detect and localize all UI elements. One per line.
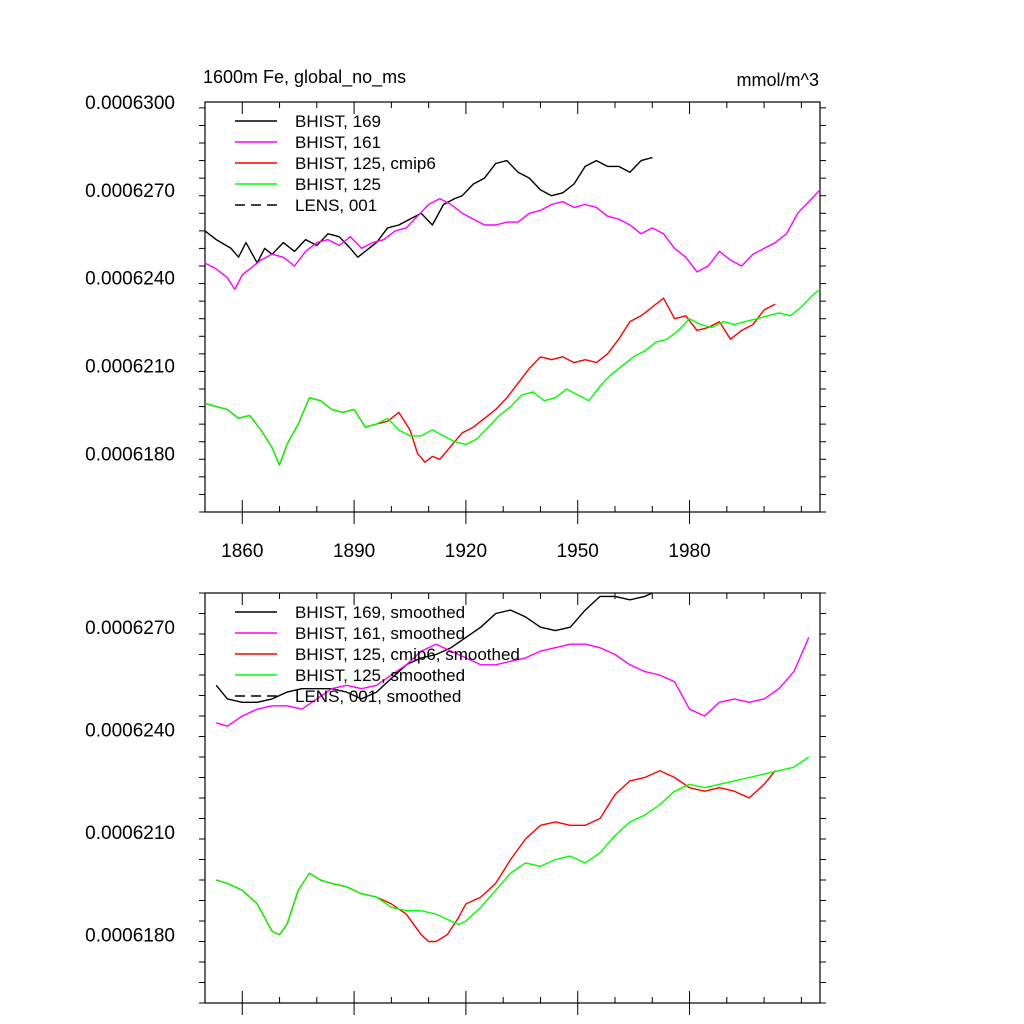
top-series-lines bbox=[204, 156, 821, 466]
series-line bbox=[215, 756, 810, 936]
y-tick-label: 0.0006180 bbox=[85, 444, 175, 465]
legend-label: LENS, 001, smoothed bbox=[295, 687, 461, 706]
x-tick-label: 1980 bbox=[668, 541, 710, 562]
legend-label: LENS, 001 bbox=[295, 196, 377, 215]
legend-label: BHIST, 125 bbox=[295, 175, 381, 194]
series-line bbox=[204, 288, 821, 466]
legend-label: BHIST, 169, smoothed bbox=[295, 603, 465, 622]
top-axes: 1860 1890 1920 1950 1980 0.0006180 0.0006210 0.… bbox=[85, 93, 826, 562]
x-tick-label: 1950 bbox=[557, 541, 599, 562]
legend-label: BHIST, 125, cmip6, smoothed bbox=[295, 645, 520, 664]
bottom-panel: 0.0006180 0.0006210 0.0006240 0.0006270 BHI… bbox=[85, 592, 826, 1015]
legend-label: BHIST, 161, smoothed bbox=[295, 624, 465, 643]
series-line bbox=[215, 770, 776, 943]
top-panel: 1600m Fe, global_no_ms mmol/m^3 1860 1890… bbox=[85, 67, 826, 562]
x-tick-label: 1890 bbox=[333, 541, 375, 562]
legend-label: BHIST, 125, cmip6 bbox=[295, 154, 436, 173]
series-line bbox=[204, 156, 653, 264]
y-tick-label: 0.0006270 bbox=[85, 618, 175, 639]
series-line bbox=[215, 637, 810, 727]
legend-label: BHIST, 125, smoothed bbox=[295, 666, 465, 685]
legend-label: BHIST, 161 bbox=[295, 133, 381, 152]
x-tick-label: 1920 bbox=[445, 541, 487, 562]
y-tick-label: 0.0006300 bbox=[85, 93, 175, 114]
top-legend: BHIST, 169 BHIST, 161 BHIST, 125, cmip6 BHI… bbox=[235, 112, 436, 215]
bottom-axes: 0.0006180 0.0006210 0.0006240 0.0006270 bbox=[85, 592, 826, 1015]
y-tick-label: 0.0006210 bbox=[85, 357, 175, 378]
x-tick-label: 1860 bbox=[221, 541, 263, 562]
y-tick-label: 0.0006180 bbox=[85, 926, 175, 947]
y-tick-label: 0.0006240 bbox=[85, 269, 175, 290]
bottom-series-lines bbox=[215, 592, 810, 943]
top-title: 1600m Fe, global_no_ms bbox=[203, 67, 406, 88]
y-tick-label: 0.0006270 bbox=[85, 181, 175, 202]
top-units: mmol/m^3 bbox=[737, 70, 819, 90]
series-line bbox=[215, 592, 653, 703]
y-tick-label: 0.0006240 bbox=[85, 721, 175, 742]
legend-label: BHIST, 169 bbox=[295, 112, 381, 131]
series-line bbox=[204, 189, 821, 291]
top-plot-frame bbox=[204, 101, 821, 513]
series-line bbox=[204, 297, 776, 466]
y-tick-label: 0.0006210 bbox=[85, 823, 175, 844]
bottom-legend: BHIST, 169, smoothed BHIST, 161, smoothed… bbox=[235, 603, 520, 706]
